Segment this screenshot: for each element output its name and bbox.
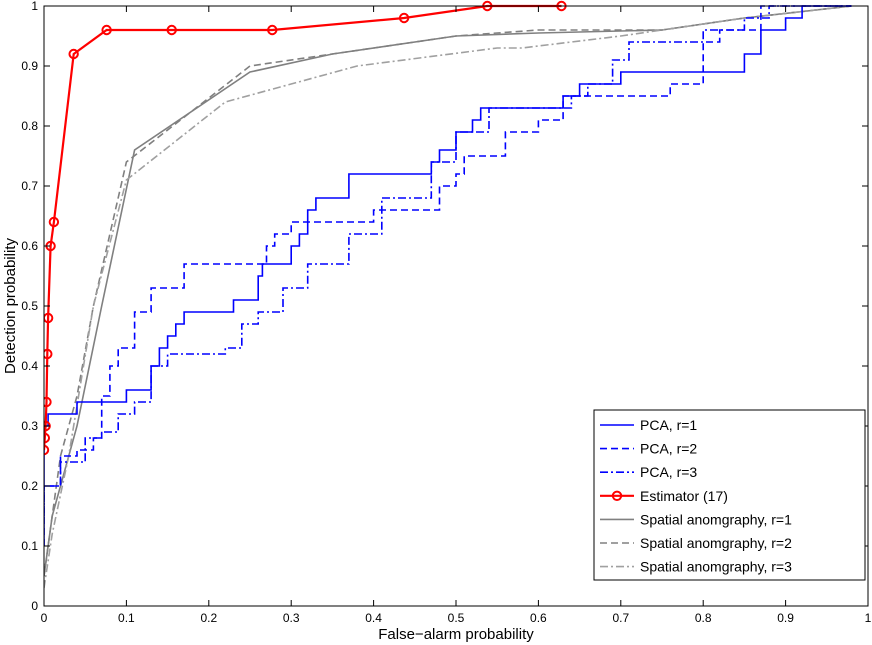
- legend-label: Spatial anomgraphy, r=1: [640, 511, 792, 527]
- data-point: [44, 396, 52, 408]
- series-line: [44, 5, 852, 577]
- x-tick-label: 0.8: [695, 611, 712, 625]
- y-tick-label: 0.9: [21, 59, 38, 73]
- data-point: [267, 24, 278, 36]
- data-point: [48, 216, 60, 228]
- y-tick-label: 0.6: [21, 239, 38, 253]
- legend-label: PCA, r=2: [640, 441, 697, 457]
- x-tick-label: 0.6: [530, 611, 547, 625]
- data-point: [44, 432, 51, 444]
- series-line: [44, 5, 852, 546]
- legend: PCA, r=1 PCA, r=2 PCA, r=3 Estimator (17) Sp…: [593, 409, 866, 581]
- ticks-layer: 0 0.1 0.2 0.3 0.4 0.5 0.6 0.7 0.8 0.9 1 0 0.1 0.2 0.3 0…: [21, 0, 871, 625]
- series-line: [44, 5, 852, 516]
- data-point: [68, 48, 79, 60]
- y-tick-label: 0.2: [21, 479, 38, 493]
- data-point: [101, 24, 112, 36]
- data-point: [44, 312, 54, 324]
- x-tick-label: 0.1: [118, 611, 135, 625]
- x-axis-label: False−alarm probability: [378, 626, 534, 643]
- y-tick-label: 0.1: [21, 539, 38, 553]
- x-tick-label: 0.4: [365, 611, 382, 625]
- series-group: [44, 0, 852, 589]
- x-tick-label: 0.2: [200, 611, 217, 625]
- y-axis-label: Detection probability: [2, 238, 19, 374]
- data-point: [398, 12, 410, 24]
- plot-frame: [43, 5, 869, 607]
- y-tick-label: 0.7: [21, 179, 38, 193]
- data-point: [44, 444, 50, 456]
- series-line: [44, 4, 562, 451]
- legend-marker: [611, 490, 623, 501]
- data-point: [166, 24, 177, 36]
- x-tick-label: 0.7: [612, 611, 629, 625]
- legend-label: PCA, r=3: [640, 464, 697, 480]
- series-line: [44, 5, 852, 546]
- x-tick-label: 0.3: [283, 611, 300, 625]
- y-tick-label: 1: [31, 0, 38, 13]
- legend-label: PCA, r=1: [640, 417, 697, 433]
- y-tick-label: 0.4: [21, 359, 38, 373]
- y-tick-label: 0.3: [21, 419, 38, 433]
- legend-label: Estimator (17): [640, 488, 728, 504]
- legend-label: Spatial anomgraphy, r=3: [640, 559, 792, 575]
- y-tick-label: 0.5: [21, 299, 38, 313]
- series-layer: [44, 0, 852, 589]
- x-tick-label: 1: [865, 611, 872, 625]
- data-point: [44, 348, 53, 360]
- y-tick-label: 0: [31, 599, 38, 613]
- legend-label: Spatial anomgraphy, r=2: [640, 535, 792, 551]
- x-tick-label: 0: [41, 611, 48, 625]
- x-tick-label: 0.5: [448, 611, 465, 625]
- x-tick-label: 0.9: [777, 611, 794, 625]
- legend-box: [593, 409, 866, 581]
- series-line: [44, 5, 852, 589]
- y-tick-label: 0.8: [21, 119, 38, 133]
